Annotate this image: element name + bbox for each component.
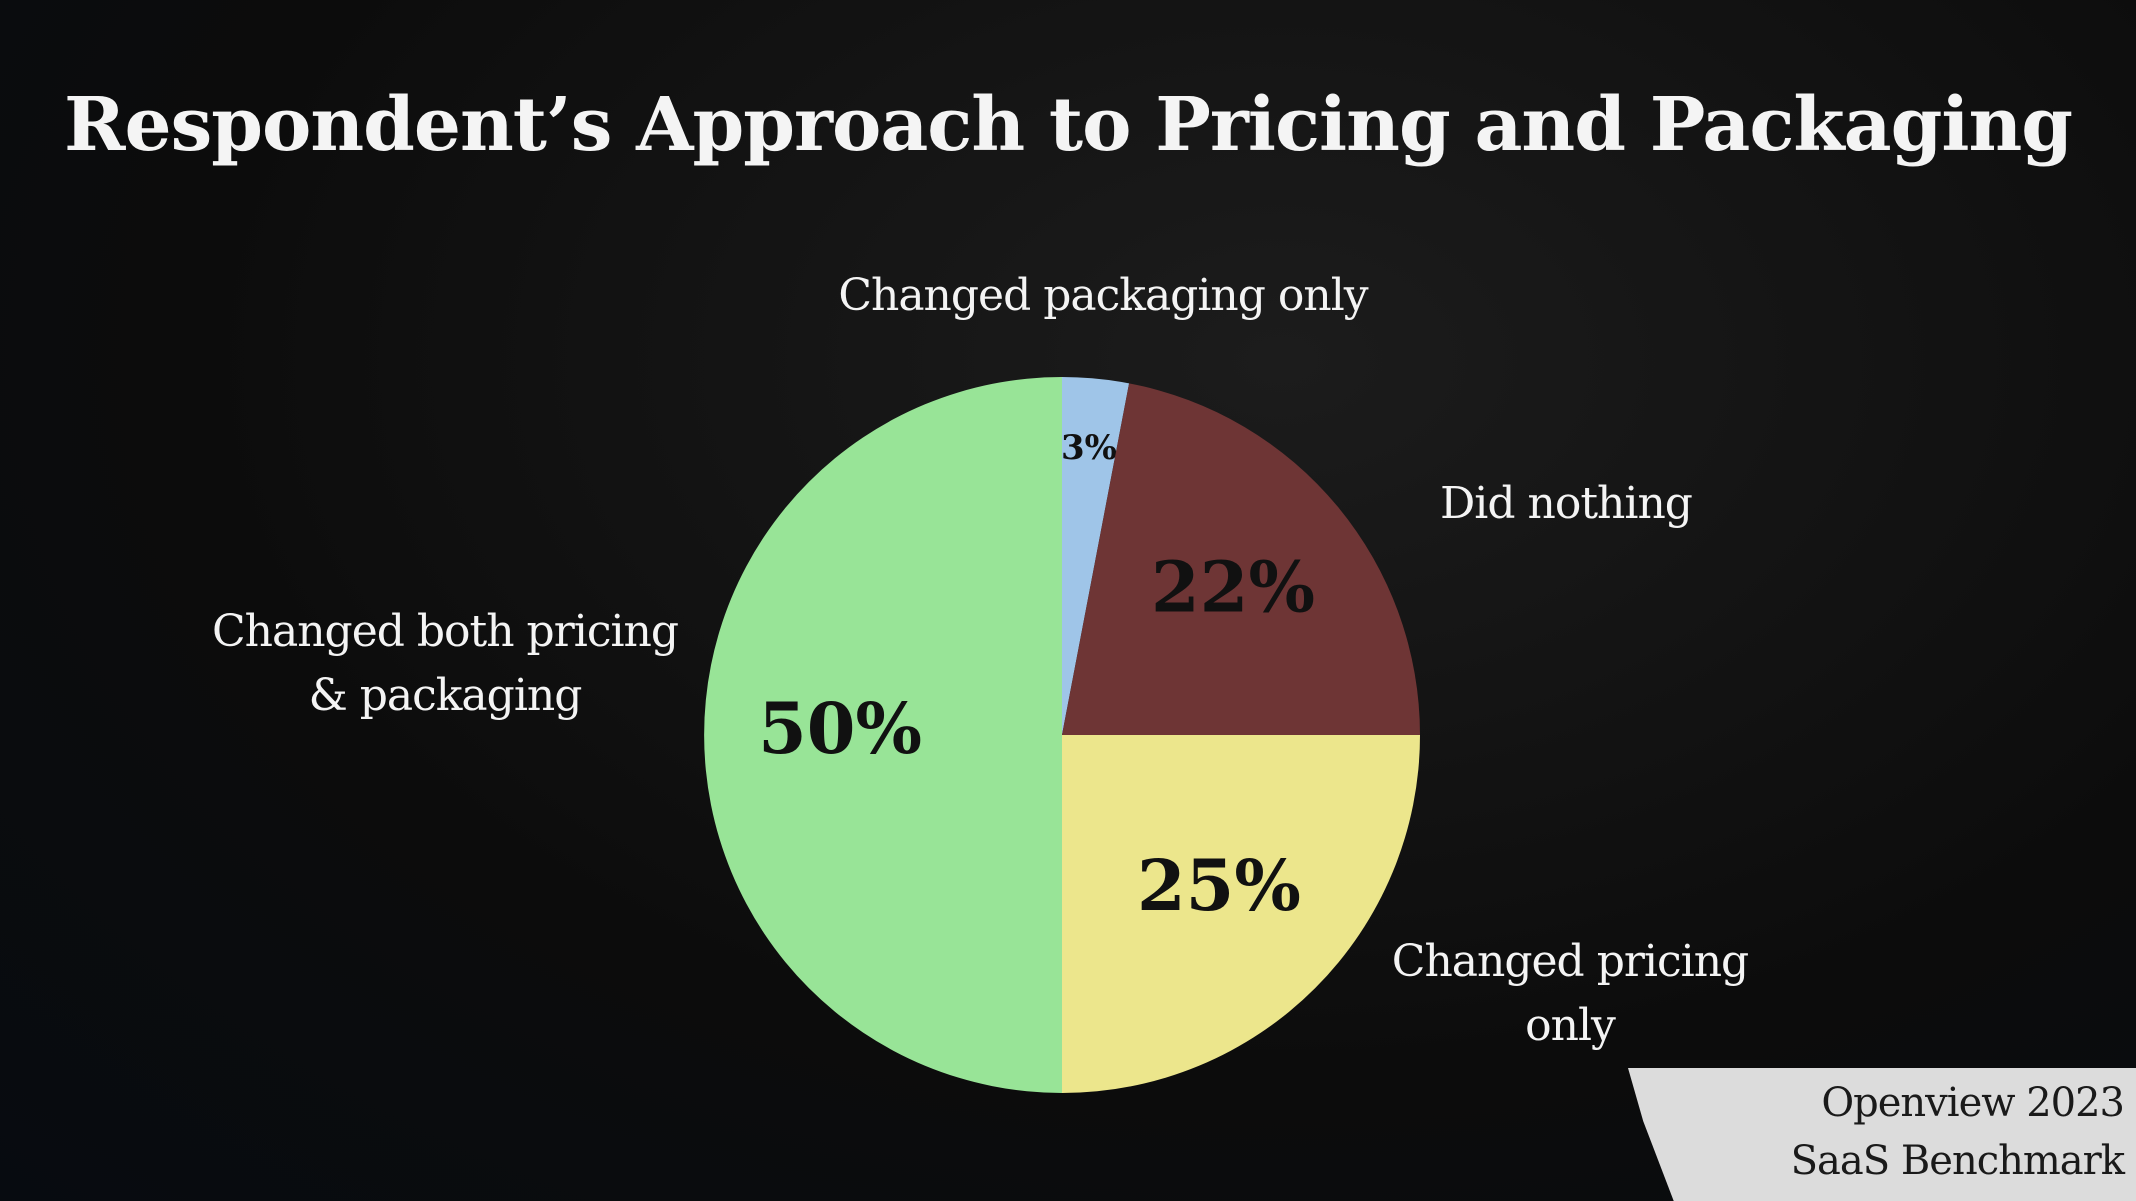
slice-label: Did nothing	[1440, 478, 1693, 529]
slice-label: Changed both pricing & packaging	[211, 606, 679, 721]
pie-slice	[704, 377, 1062, 1093]
pie-slice	[1062, 377, 1130, 735]
pie-slice	[1062, 735, 1420, 1093]
value-label: 25%	[1137, 844, 1301, 927]
chart-title: Respondent’s Approach to Pricing and Pac…	[63, 82, 2073, 168]
source-note: Openview 2023 SaaS Benchmark Report	[1628, 1068, 2136, 1201]
value-label: 22%	[1151, 546, 1315, 629]
slice-label: Changed pricing only	[1391, 936, 1749, 1051]
value-label: 50%	[758, 687, 922, 770]
pie-slice	[1062, 383, 1420, 735]
value-label: 3%	[1061, 428, 1117, 468]
slice-label: Changed packaging only	[838, 270, 1368, 321]
